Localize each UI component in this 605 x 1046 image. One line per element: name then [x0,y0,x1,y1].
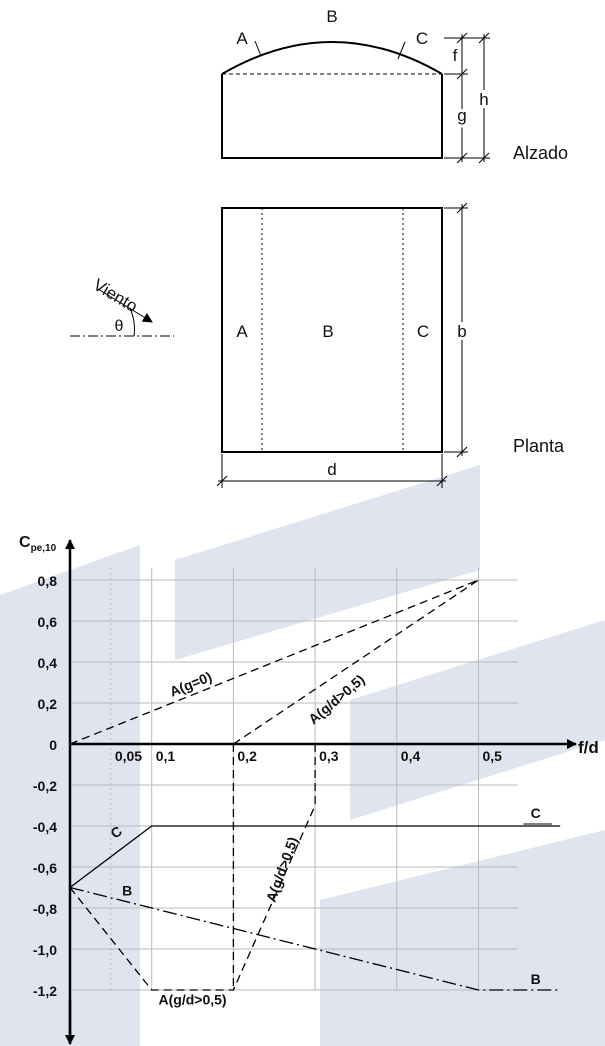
y-tick-label: 0,4 [38,655,58,671]
y-tick-label: -0,8 [33,901,57,917]
plan-view: A B C b d Planta Viento θ [70,203,565,488]
x-tick-label: 0,05 [115,748,142,764]
y-tick-label: 0,8 [38,573,58,589]
x-tick-label: 0,3 [319,748,339,764]
y-tick-label: -0,2 [33,778,57,794]
elevation-roof-arc [222,42,442,74]
plan-label: Planta [513,436,565,456]
y-tick-label: -1,2 [33,983,57,999]
y-tick-label: -1,0 [33,942,57,958]
x-axis-label: f/d [578,738,599,757]
annotation-label: C [531,805,541,821]
plan-zone-c: C [417,322,429,341]
elevation-zone-a: A [236,29,248,48]
y-tick-label: -0,4 [33,819,57,835]
annotation-label: B [531,971,541,987]
y-tick-label: -0,6 [33,860,57,876]
elevation-dim-g: g [457,106,466,125]
y-tick-label: 0,2 [38,696,58,712]
x-tick-label: 0,5 [483,748,503,764]
wind-indicator: Viento θ [70,275,174,336]
plan-dim-d: d [327,460,336,479]
y-axis-label: Cpe,10 [19,534,57,554]
elevation-view: A B C f g h Alzado [222,7,568,163]
y-tick-label: 0 [49,737,57,753]
wind-label: Viento [90,275,141,316]
x-tick-label: 0,2 [237,748,257,764]
elevation-body-outline [222,74,442,158]
x-tick-label: 0,4 [401,748,421,764]
annotation-label: A(g/d>0,5) [159,991,227,1007]
watermark-band-lower [320,830,605,1046]
wind-angle-label: θ [115,318,124,335]
watermark-band-right [350,620,605,820]
elevation-dim-f: f [453,46,458,65]
elevation-zone-c: C [416,29,428,48]
plan-zone-a: A [236,322,248,341]
y-axis-label-sub: pe,10 [31,543,57,554]
y-tick-label: 0,6 [38,614,58,630]
plan-zone-b: B [322,322,333,341]
elevation-label: Alzado [513,143,568,163]
zone-mark-ab [255,41,261,56]
watermark [0,465,605,1046]
annotation-label: B [122,883,132,899]
elevation-dim-h: h [479,90,488,109]
elevation-zone-b: B [326,7,337,26]
y-axis-label-main: C [19,534,31,551]
plan-dim-b: b [457,322,466,341]
annotation-label: A(g/d>0,5) [263,835,301,904]
watermark-band-middle [175,465,480,660]
x-tick-label: 0,1 [156,748,176,764]
